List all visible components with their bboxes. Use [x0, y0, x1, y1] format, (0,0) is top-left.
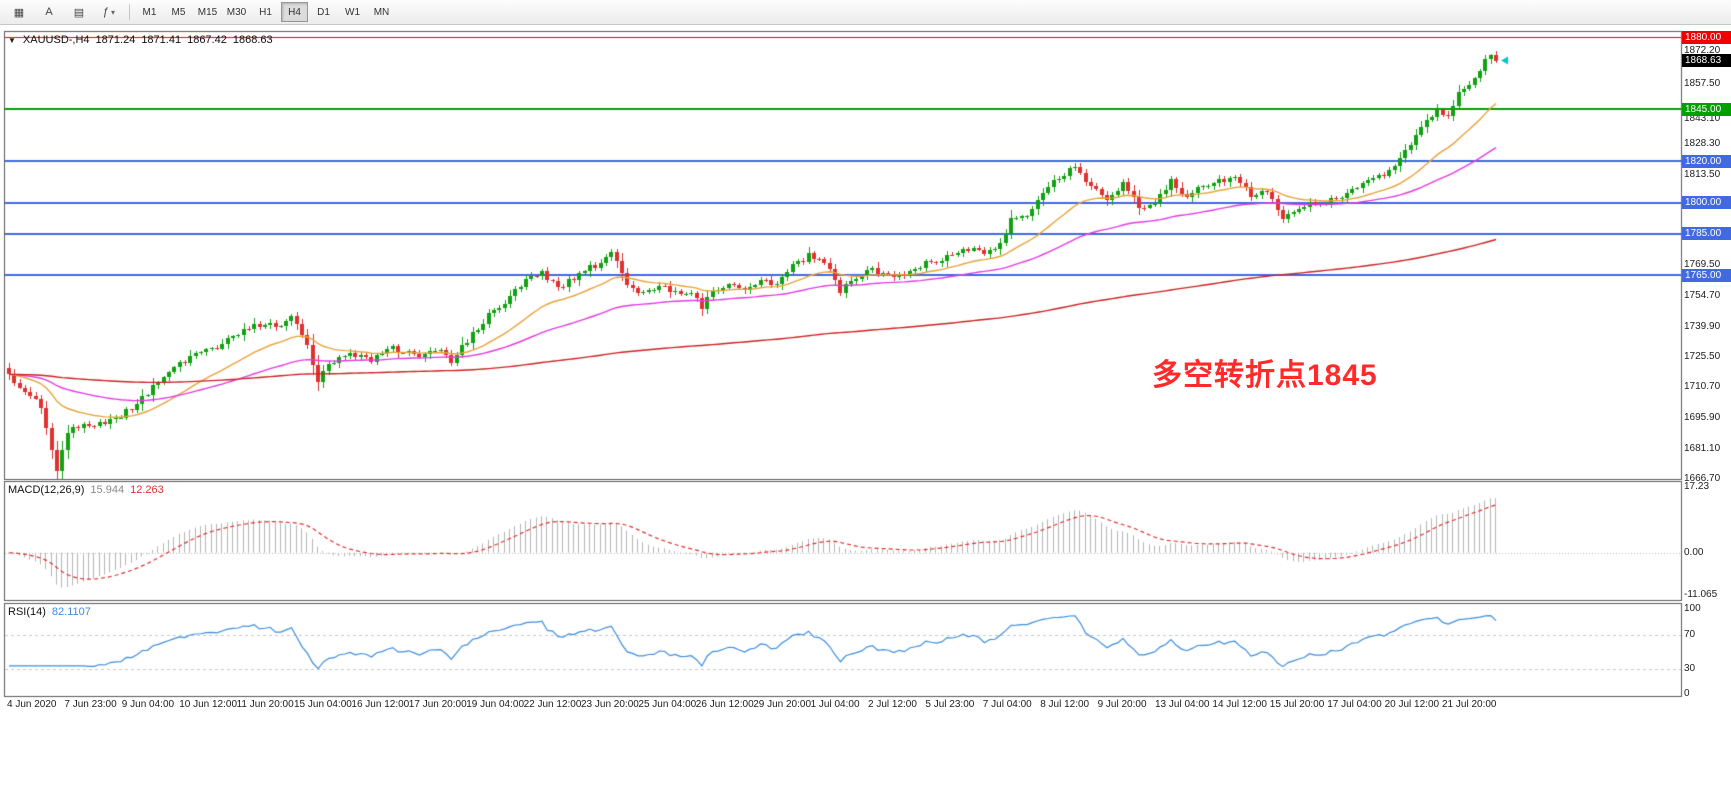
- price-axis-tick: 1739.90: [1684, 320, 1721, 332]
- time-axis-label: 15 Jun 04:00: [294, 699, 352, 710]
- time-axis-label: 16 Jun 12:00: [351, 699, 410, 710]
- time-axis-label: 1 Jul 04:00: [810, 699, 860, 710]
- time-axis-label: 13 Jul 04:00: [1155, 699, 1210, 710]
- rsi-axis-tick: 30: [1684, 662, 1696, 674]
- toolbar: ▦ A ▤ ƒ ▾ M1 M5 M15 M30 H1 H4 D1 W1 MN: [0, 0, 1731, 25]
- timeframe-button-d1[interactable]: D1: [317, 6, 330, 18]
- price-axis-tick: 1769.50: [1684, 259, 1721, 271]
- macd-axis-tick: -11.065: [1684, 589, 1718, 600]
- price-axis-tick: 1666.70: [1684, 472, 1721, 484]
- chart-style-icon[interactable]: ▤: [73, 6, 85, 19]
- ohlc-close: 1868.63: [232, 34, 273, 46]
- ohlc-open: 1871.24: [95, 34, 136, 46]
- time-axis-label: 29 Jun 20:00: [753, 699, 812, 710]
- templates-icon[interactable]: ▦: [13, 6, 25, 19]
- rsi-axis-tick: 0: [1684, 688, 1690, 699]
- price-axis-tick: 1681.10: [1684, 442, 1721, 454]
- macd-panel-label: MACD(12,26,9) 15.944 12.263: [8, 484, 164, 496]
- ohlc-high: 1871.41: [141, 34, 182, 46]
- chart-title: ▼ XAUUSD-,H4 1871.24 1871.41 1867.42 186…: [8, 34, 273, 46]
- macd-signal-value: 12.263: [130, 484, 164, 496]
- price-level-label: 1765.00: [1682, 268, 1731, 282]
- time-axis-label: 17 Jun 20:00: [408, 699, 467, 710]
- macd-axis-tick: 17.23: [1684, 481, 1710, 492]
- font-tool-icon[interactable]: A: [45, 6, 53, 18]
- macd-axis-tick: 0.00: [1684, 546, 1704, 558]
- time-axis-label: 22 Jun 12:00: [523, 699, 582, 710]
- rsi-value: 82.1107: [51, 606, 91, 618]
- dropdown-caret-icon[interactable]: ▾: [111, 7, 116, 17]
- time-axis-label: 9 Jul 20:00: [1097, 699, 1147, 710]
- time-axis-label: 23 Jun 20:00: [581, 699, 639, 710]
- rsi-panel-label: RSI(14) 82.1107: [8, 606, 91, 618]
- time-axis-label: 11 Jun 20:00: [236, 699, 294, 710]
- time-axis-label: 4 Jun 2020: [7, 699, 57, 710]
- toolbar-icon-group: ▦ A ▤ ƒ ▾: [4, 2, 124, 23]
- timeframe-button-m15[interactable]: M15: [197, 6, 218, 18]
- time-axis-label: 7 Jun 23:00: [64, 699, 117, 710]
- time-axis-label: 8 Jul 12:00: [1040, 699, 1090, 710]
- time-axis-label: 25 Jun 04:00: [638, 699, 697, 710]
- time-axis-label: 7 Jul 04:00: [982, 699, 1032, 710]
- collapse-toggle-icon[interactable]: ▼: [8, 35, 16, 45]
- chart-symbol-period: XAUUSD-,H4: [22, 34, 90, 46]
- timeframe-button-h4[interactable]: H4: [281, 2, 308, 22]
- rsi-indicator-name: RSI(14): [8, 606, 46, 618]
- price-axis-tick: 1754.70: [1684, 290, 1721, 302]
- price-axis-tick: 1857.50: [1684, 77, 1721, 89]
- ohlc-low: 1867.42: [187, 34, 227, 46]
- time-axis-label: 21 Jul 20:00: [1442, 699, 1497, 710]
- price-axis-tick: 1828.30: [1684, 138, 1721, 149]
- price-level-label: 1800.00: [1682, 196, 1731, 210]
- price-level-label: 1845.00: [1682, 102, 1731, 116]
- price-level-label: 1880.00: [1682, 30, 1731, 44]
- timeframe-button-mn[interactable]: MN: [373, 6, 390, 18]
- toolbar-separator: [129, 4, 130, 20]
- chart-annotation: 多空转折点1845: [1152, 359, 1378, 392]
- timeframe-button-m30[interactable]: M30: [226, 6, 247, 18]
- rsi-axis-tick: 100: [1684, 603, 1701, 614]
- timeframe-button-m5[interactable]: M5: [171, 6, 186, 18]
- price-axis-tick: 1695.90: [1684, 412, 1721, 424]
- current-price-label: 1868.63: [1682, 54, 1731, 68]
- time-axis-label: 2 Jul 12:00: [868, 699, 917, 710]
- time-axis-label: 26 Jun 12:00: [695, 699, 754, 710]
- time-axis-label: 10 Jun 12:00: [179, 699, 238, 710]
- time-axis-label: 9 Jun 04:00: [121, 699, 175, 710]
- time-axis-label: 17 Jul 04:00: [1327, 699, 1382, 710]
- time-axis-label: 19 Jun 04:00: [466, 699, 525, 710]
- macd-indicator-name: MACD(12,26,9): [8, 484, 85, 496]
- time-axis-label: 14 Jul 12:00: [1212, 699, 1267, 710]
- indicators-icon[interactable]: ƒ ▾: [102, 6, 116, 18]
- time-axis-label: 20 Jul 12:00: [1384, 699, 1440, 710]
- time-axis-label: 15 Jul 20:00: [1269, 699, 1325, 710]
- timeframe-button-w1[interactable]: W1: [345, 6, 360, 18]
- time-axis-label: 5 Jul 23:00: [925, 699, 975, 710]
- timeframe-button-group: M1 M5 M15 M30 H1 H4 D1 W1 MN: [135, 2, 396, 22]
- price-axis-tick: 1872.20: [1684, 44, 1721, 56]
- macd-main-value: 15.944: [90, 484, 125, 496]
- rsi-axis-tick: 70: [1684, 628, 1696, 640]
- timeframe-button-h1[interactable]: H1: [259, 6, 272, 18]
- timeframe-button-m1[interactable]: M1: [142, 6, 157, 18]
- price-axis-tick: 1813.50: [1684, 168, 1721, 180]
- price-axis-tick: 1710.70: [1684, 381, 1721, 393]
- price-axis-tick: 1843.10: [1684, 113, 1721, 125]
- price-level-label: 1820.00: [1682, 154, 1731, 168]
- price-level-label: 1785.00: [1682, 227, 1731, 241]
- price-axis-tick: 1725.50: [1684, 350, 1721, 362]
